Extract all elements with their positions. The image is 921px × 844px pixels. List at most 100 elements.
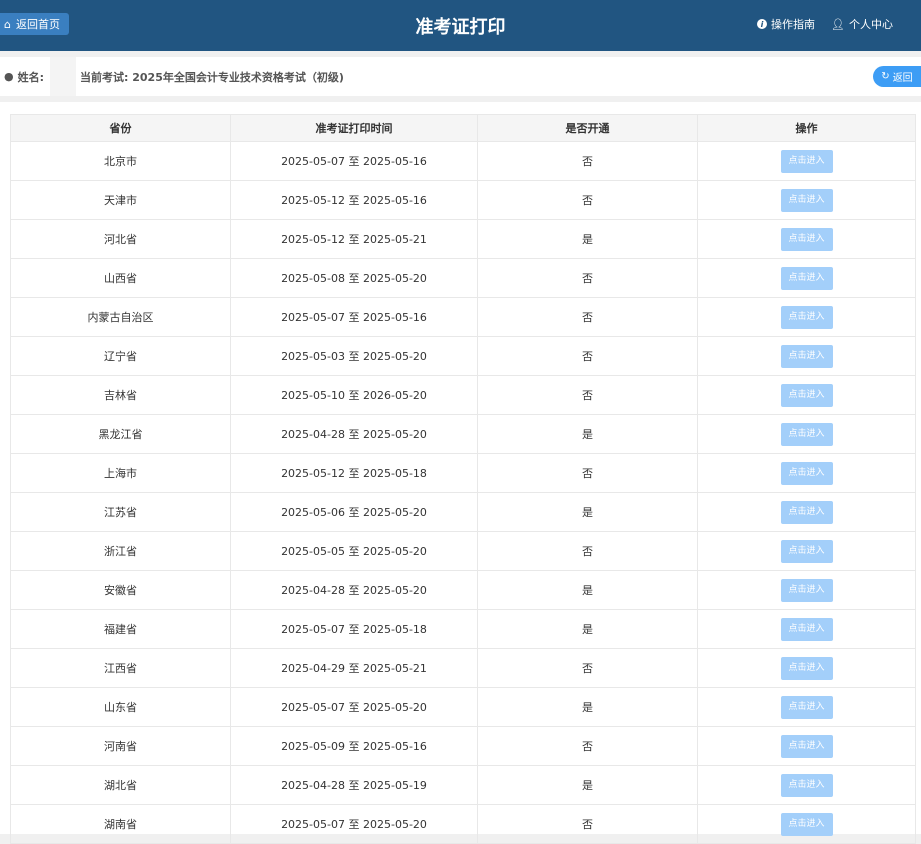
enter-button[interactable]: 点击进入 xyxy=(780,383,833,407)
enter-button[interactable]: 点击进入 xyxy=(780,305,833,329)
table-row: 江苏省 2025-05-06 至 2025-05-20 是 点击进入 xyxy=(10,492,916,532)
table-row: 天津市 2025-05-12 至 2025-05-16 否 点击进入 xyxy=(10,180,916,220)
table-row: 河南省 2025-05-09 至 2025-05-16 否 点击进入 xyxy=(10,726,916,766)
table-row: 河北省 2025-05-12 至 2025-05-21 是 点击进入 xyxy=(10,219,916,259)
is-open-cell: 否 xyxy=(477,804,698,844)
table-row: 湖北省 2025-04-28 至 2025-05-19 是 点击进入 xyxy=(10,765,916,805)
province-cell: 内蒙古自治区 xyxy=(10,297,231,337)
action-cell: 点击进入 xyxy=(697,297,916,337)
home-icon: ⌂ xyxy=(4,17,11,31)
table-row: 浙江省 2025-05-05 至 2025-05-20 否 点击进入 xyxy=(10,531,916,571)
action-cell: 点击进入 xyxy=(697,726,916,766)
action-cell: 点击进入 xyxy=(697,336,916,376)
province-cell: 浙江省 xyxy=(10,531,231,571)
enter-button[interactable]: 点击进入 xyxy=(780,149,833,173)
print-period-cell: 2025-05-07 至 2025-05-16 xyxy=(230,141,478,181)
print-period-cell: 2025-05-07 至 2025-05-20 xyxy=(230,687,478,727)
enter-button[interactable]: 点击进入 xyxy=(780,656,833,680)
guide-link[interactable]: i 操作指南 xyxy=(757,16,815,32)
action-cell: 点击进入 xyxy=(697,687,916,727)
refresh-icon: ↻ xyxy=(881,71,890,82)
enter-button[interactable]: 点击进入 xyxy=(780,227,833,251)
profile-link[interactable]: 👤︎ 个人中心 xyxy=(831,16,893,32)
is-open-cell: 否 xyxy=(477,531,698,571)
print-period-cell: 2025-05-12 至 2025-05-16 xyxy=(230,180,478,220)
enter-button[interactable]: 点击进入 xyxy=(780,695,833,719)
is-open-cell: 是 xyxy=(477,687,698,727)
back-button[interactable]: ↻ 返回 xyxy=(873,66,921,87)
enter-button[interactable]: 点击进入 xyxy=(780,188,833,212)
user-icon: 👤︎ xyxy=(831,17,845,31)
action-cell: 点击进入 xyxy=(697,375,916,415)
enter-button[interactable]: 点击进入 xyxy=(780,734,833,758)
table-row: 黑龙江省 2025-04-28 至 2025-05-20 是 点击进入 xyxy=(10,414,916,454)
action-cell: 点击进入 xyxy=(697,804,916,844)
province-cell: 辽宁省 xyxy=(10,336,231,376)
enter-button[interactable]: 点击进入 xyxy=(780,773,833,797)
province-cell: 湖南省 xyxy=(10,804,231,844)
print-period-cell: 2025-05-12 至 2025-05-21 xyxy=(230,219,478,259)
table-row: 福建省 2025-05-07 至 2025-05-18 是 点击进入 xyxy=(10,609,916,649)
province-cell: 江苏省 xyxy=(10,492,231,532)
province-cell: 河北省 xyxy=(10,219,231,259)
print-period-cell: 2025-04-29 至 2025-05-21 xyxy=(230,648,478,688)
top-bar: ⌂ 返回首页 准考证打印 i 操作指南 👤︎ 个人中心 xyxy=(0,0,921,51)
home-label: 返回首页 xyxy=(15,18,60,31)
table-row: 北京市 2025-05-07 至 2025-05-16 否 点击进入 xyxy=(10,141,916,181)
print-period-cell: 2025-05-07 至 2025-05-20 xyxy=(230,804,478,844)
print-period-cell: 2025-05-12 至 2025-05-18 xyxy=(230,453,478,493)
province-cell: 福建省 xyxy=(10,609,231,649)
action-cell: 点击进入 xyxy=(697,648,916,688)
column-header: 省份 xyxy=(10,114,231,142)
user-icon: ● xyxy=(4,70,14,83)
print-period-cell: 2025-05-09 至 2025-05-16 xyxy=(230,726,478,766)
table-row: 江西省 2025-04-29 至 2025-05-21 否 点击进入 xyxy=(10,648,916,688)
print-period-cell: 2025-04-28 至 2025-05-20 xyxy=(230,414,478,454)
name-value xyxy=(50,57,77,96)
action-cell: 点击进入 xyxy=(697,414,916,454)
province-cell: 黑龙江省 xyxy=(10,414,231,454)
enter-button[interactable]: 点击进入 xyxy=(780,422,833,446)
enter-button[interactable]: 点击进入 xyxy=(780,461,833,485)
is-open-cell: 否 xyxy=(477,648,698,688)
enter-button[interactable]: 点击进入 xyxy=(780,578,833,602)
profile-label: 个人中心 xyxy=(849,18,893,31)
table-row: 上海市 2025-05-12 至 2025-05-18 否 点击进入 xyxy=(10,453,916,493)
enter-button[interactable]: 点击进入 xyxy=(780,812,833,836)
action-cell: 点击进入 xyxy=(697,492,916,532)
is-open-cell: 是 xyxy=(477,609,698,649)
table-row: 内蒙古自治区 2025-05-07 至 2025-05-16 否 点击进入 xyxy=(10,297,916,337)
print-period-cell: 2025-04-28 至 2025-05-19 xyxy=(230,765,478,805)
action-cell: 点击进入 xyxy=(697,609,916,649)
print-period-cell: 2025-05-07 至 2025-05-18 xyxy=(230,609,478,649)
is-open-cell: 否 xyxy=(477,375,698,415)
enter-button[interactable]: 点击进入 xyxy=(780,266,833,290)
enter-button[interactable]: 点击进入 xyxy=(780,344,833,368)
is-open-cell: 否 xyxy=(477,180,698,220)
province-cell: 山东省 xyxy=(10,687,231,727)
table-row: 山西省 2025-05-08 至 2025-05-20 否 点击进入 xyxy=(10,258,916,298)
action-cell: 点击进入 xyxy=(697,570,916,610)
province-cell: 江西省 xyxy=(10,648,231,688)
info-icon: i xyxy=(757,19,768,29)
action-cell: 点击进入 xyxy=(697,258,916,298)
print-period-cell: 2025-04-28 至 2025-05-20 xyxy=(230,570,478,610)
current-exam: 当前考试: 2025年全国会计专业技术资格考试（初级) xyxy=(80,70,344,84)
column-header: 操作 xyxy=(697,114,916,142)
print-period-cell: 2025-05-05 至 2025-05-20 xyxy=(230,531,478,571)
action-cell: 点击进入 xyxy=(697,765,916,805)
back-label: 返回 xyxy=(892,73,913,84)
table-row: 安徽省 2025-04-28 至 2025-05-20 是 点击进入 xyxy=(10,570,916,610)
enter-button[interactable]: 点击进入 xyxy=(780,500,833,524)
enter-button[interactable]: 点击进入 xyxy=(780,617,833,641)
print-period-cell: 2025-05-07 至 2025-05-16 xyxy=(230,297,478,337)
is-open-cell: 是 xyxy=(477,492,698,532)
action-cell: 点击进入 xyxy=(697,453,916,493)
is-open-cell: 是 xyxy=(477,414,698,454)
action-cell: 点击进入 xyxy=(697,180,916,220)
home-button[interactable]: ⌂ 返回首页 xyxy=(0,13,69,35)
action-cell: 点击进入 xyxy=(697,141,916,181)
province-cell: 山西省 xyxy=(10,258,231,298)
is-open-cell: 否 xyxy=(477,336,698,376)
enter-button[interactable]: 点击进入 xyxy=(780,539,833,563)
